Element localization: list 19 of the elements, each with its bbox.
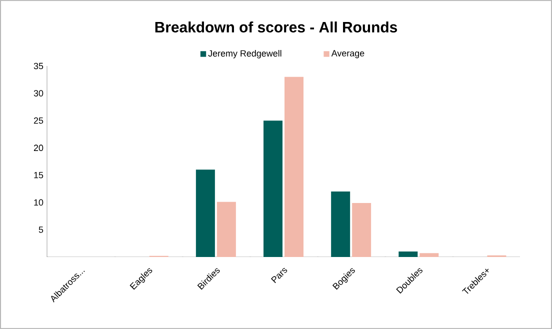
bar	[331, 192, 350, 257]
y-tick-label: 25	[34, 117, 44, 124]
legend-label: Average	[331, 50, 364, 58]
chart-title: Breakdown of scores - All Rounds	[155, 22, 398, 32]
bar	[284, 76, 304, 257]
y-tick-label: 30	[34, 90, 44, 96]
bar	[420, 253, 439, 257]
bar	[264, 120, 283, 257]
y-tick-label: 20	[34, 144, 44, 152]
bar	[398, 252, 418, 257]
bar	[196, 170, 215, 257]
y-tick-label: 10	[34, 199, 44, 206]
bar	[352, 202, 372, 257]
legend-label: Jeremy Redgewell	[208, 50, 282, 58]
y-tick-label: 5	[38, 226, 44, 233]
x-tick-label: Pars	[270, 268, 288, 284]
bar	[216, 202, 236, 257]
y-tick-label: 15	[34, 172, 44, 178]
y-tick-label: 35	[34, 62, 44, 70]
